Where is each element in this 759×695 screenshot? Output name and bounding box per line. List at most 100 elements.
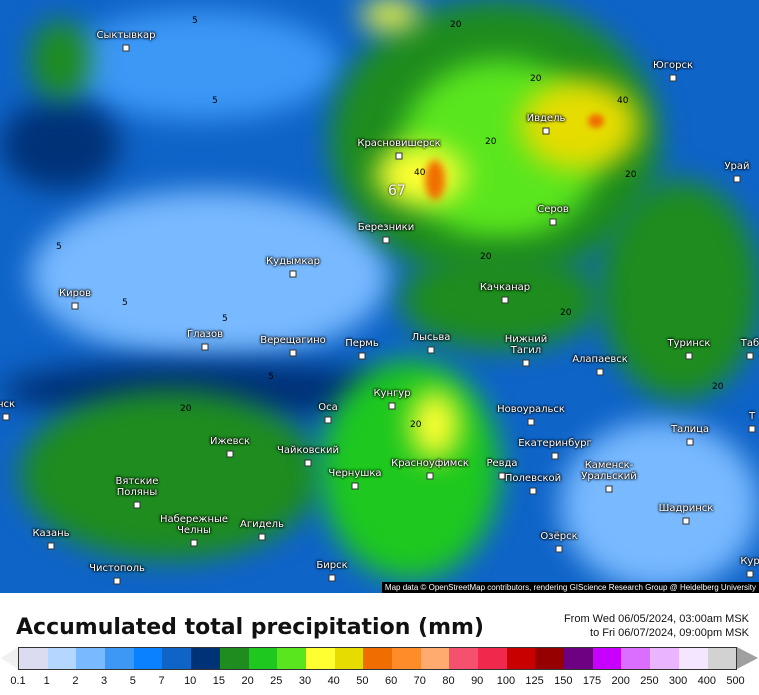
colorbar-max-arrow <box>737 647 758 669</box>
period-to: to Fri 06/07/2024, 09:00pm MSK <box>590 627 749 639</box>
colorbar-tick-label: 200 <box>611 675 630 687</box>
colorbar-cell <box>592 648 622 669</box>
colorbar-cell <box>535 648 565 669</box>
contour-label: 5 <box>212 96 218 106</box>
colorbar-tick-label: 5 <box>129 675 136 687</box>
contour-label: 20 <box>560 308 572 318</box>
city-marker <box>47 542 55 550</box>
light-precip-area <box>30 190 390 360</box>
city-marker <box>226 450 234 458</box>
contour-label: 20 <box>180 404 192 414</box>
city-label: Лысьва <box>411 332 451 343</box>
colorbar-tick-label: 30 <box>298 675 312 687</box>
period-from: From Wed 06/05/2024, 03:00am MSK <box>563 613 749 625</box>
yellow-precip-area <box>520 80 640 170</box>
city-marker <box>522 359 530 367</box>
city-label: Глазов <box>187 329 223 340</box>
city-label: Ивдель <box>526 113 566 124</box>
colorbar-tick-label: 150 <box>554 675 573 687</box>
city-label: Березники <box>357 222 415 233</box>
city-label: Красновишерск <box>357 138 441 149</box>
city-label: Агидель <box>240 519 284 530</box>
city-label: нск <box>0 399 16 410</box>
colorbar-cell <box>76 648 106 669</box>
colorbar-cell <box>105 648 134 669</box>
colorbar-cell <box>191 648 220 669</box>
colorbar-tick-label: 50 <box>356 675 369 687</box>
contour-label: 20 <box>625 170 637 180</box>
city-label: Туринск <box>667 338 711 349</box>
colorbar-tick-label: 3 <box>101 675 108 687</box>
colorbar-tick-label: 0.1 <box>10 675 26 687</box>
city-marker <box>190 539 198 547</box>
city-marker <box>682 517 690 525</box>
contour-label: 40 <box>617 96 629 106</box>
city-label: Ижевск <box>209 436 251 447</box>
city-label: Озёрск <box>540 531 578 542</box>
contour-label: 20 <box>450 20 462 30</box>
orange-precip-area <box>588 114 604 128</box>
contour-label: 20 <box>410 420 422 430</box>
city-marker <box>113 577 121 585</box>
contour-label: 40 <box>414 168 426 178</box>
city-label: Пермь <box>345 338 379 349</box>
contour-label: 5 <box>268 372 274 382</box>
colorbar-cell <box>678 648 708 669</box>
colorbar-cell <box>19 648 48 669</box>
city-label: Югорск <box>652 60 694 71</box>
colorbar-cell <box>277 648 306 669</box>
city-marker <box>395 152 403 160</box>
colorbar-cell <box>621 648 651 669</box>
city-label: Чистополь <box>89 563 145 574</box>
city-label: Екатеринбург <box>518 438 592 449</box>
colorbar-tick-label: 100 <box>496 675 516 687</box>
city-label: Чайковский <box>276 445 340 456</box>
yellow-precip-area <box>375 145 465 205</box>
colorbar-tick-label: 15 <box>212 675 226 687</box>
colorbar-tick-label: 20 <box>241 675 254 687</box>
colorbar-tick-label: 500 <box>726 675 745 687</box>
city-label: Кур <box>740 556 759 567</box>
city-marker <box>358 352 366 360</box>
city-label: Алапаевск <box>572 354 628 365</box>
colorbar-tick-label: 2 <box>72 675 79 687</box>
light-precip-area <box>60 10 340 120</box>
city-label: Красноуфимск <box>391 458 469 469</box>
city-label: Кудымкар <box>266 256 320 267</box>
green-precip-area <box>30 20 90 100</box>
yellow-precip-area <box>360 0 420 30</box>
city-marker <box>669 74 677 82</box>
city-marker <box>686 438 694 446</box>
colorbar-cell <box>391 648 421 669</box>
colorbar-tick-label: 250 <box>640 675 659 687</box>
colorbar-cell <box>334 648 364 669</box>
colorbar-tick-label: 300 <box>668 675 688 687</box>
city-marker <box>529 487 537 495</box>
colorbar-cell <box>707 648 737 669</box>
city-marker <box>498 472 506 480</box>
colorbar-cell <box>133 648 163 669</box>
city-marker <box>2 413 10 421</box>
precipitation-map[interactable]: 5 5 5 5 5 5 20 20 20 20 20 20 40 40 67 2… <box>0 0 759 593</box>
colorbar-cell <box>363 648 392 669</box>
city-label: Сыктывкар <box>96 30 156 41</box>
colorbar-tick-label: 400 <box>697 675 716 687</box>
contour-label: 5 <box>56 242 62 252</box>
green-precip-area <box>400 250 600 350</box>
colorbar-cell <box>420 648 450 669</box>
city-marker <box>289 349 297 357</box>
colorbar-cell <box>650 648 679 669</box>
city-marker <box>527 418 535 426</box>
city-label: Каменск- Уральский <box>581 460 637 482</box>
city-label: Шадринск <box>658 503 714 514</box>
yellow-precip-area <box>410 390 460 460</box>
city-marker <box>542 127 550 135</box>
city-marker <box>324 416 332 424</box>
city-label: Чернушка <box>328 468 382 479</box>
city-marker <box>427 346 435 354</box>
colorbar-cell <box>478 648 507 669</box>
city-label: Ревда <box>486 458 518 469</box>
city-marker <box>201 343 209 351</box>
contour-label: 20 <box>530 74 542 84</box>
city-label: Бирск <box>316 560 348 571</box>
